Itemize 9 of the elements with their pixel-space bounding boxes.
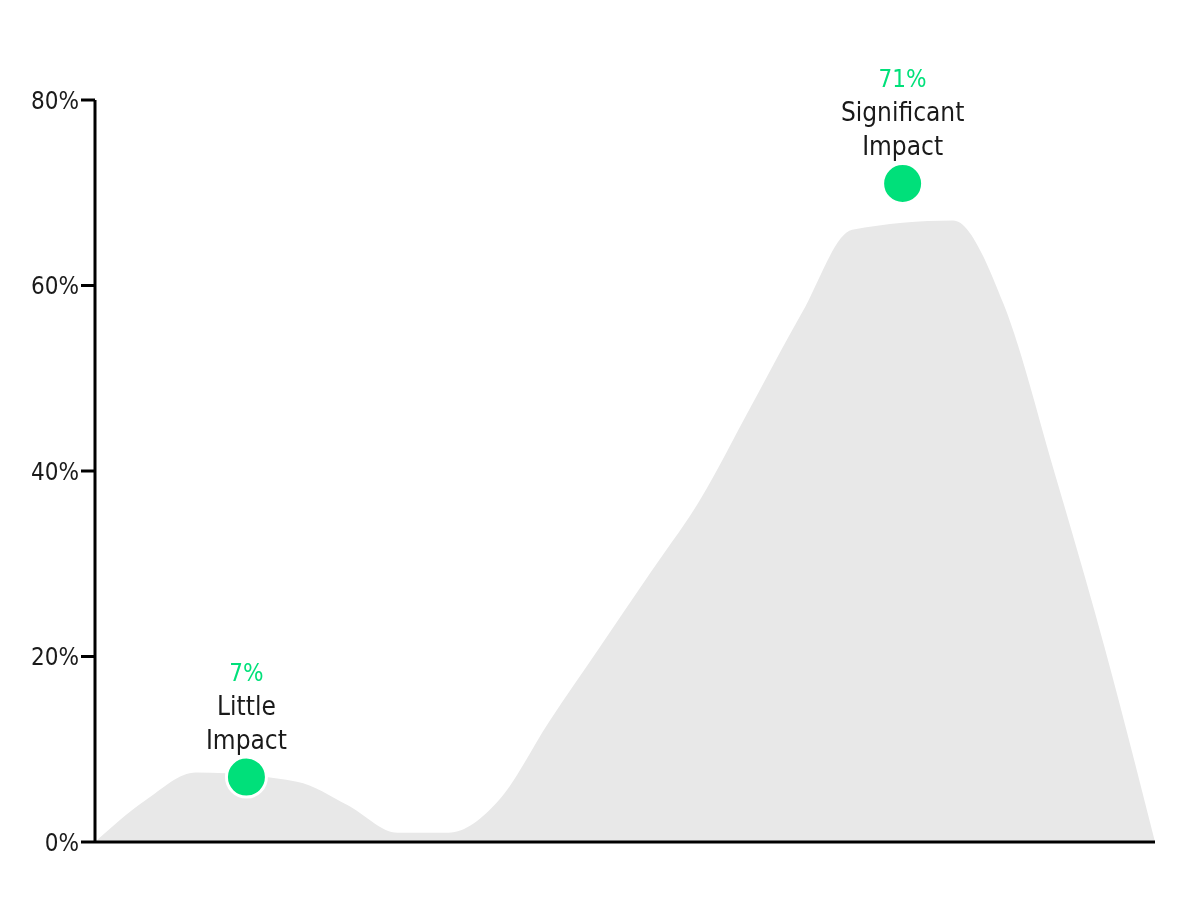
- annotation: Little Impact: [205, 691, 287, 756]
- y-tick-label: 0%: [44, 828, 79, 857]
- y-tick-label: 40%: [31, 457, 79, 486]
- y-tick-label: 60%: [31, 272, 79, 301]
- y-tick-label: 20%: [31, 643, 79, 672]
- y-tick-label: 80%: [31, 86, 79, 115]
- data-label: 7%: [229, 659, 264, 688]
- annotation: Significant Impact: [840, 97, 965, 162]
- data-label: 71%: [878, 65, 927, 94]
